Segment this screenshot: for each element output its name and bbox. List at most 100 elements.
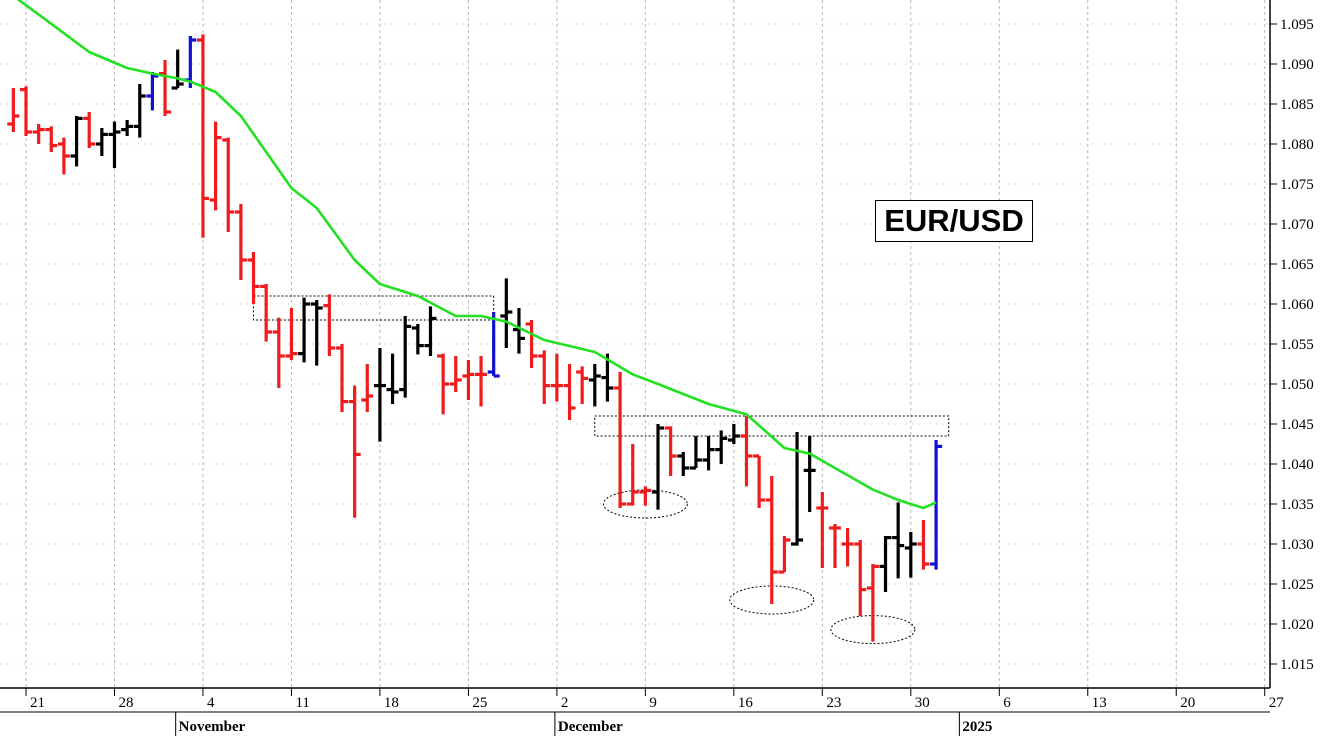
ohlc-bar [298, 297, 311, 363]
y-tick-label: 1.090 [1280, 57, 1314, 73]
y-tick-label: 1.060 [1280, 297, 1314, 313]
y-tick-label: 1.025 [1280, 577, 1314, 593]
ohlc-bar [930, 440, 943, 570]
y-tick-label: 1.040 [1280, 457, 1314, 473]
y-tick-label: 1.065 [1280, 257, 1314, 273]
x-tick-label: 9 [649, 695, 657, 711]
y-tick-label: 1.050 [1280, 377, 1314, 393]
ohlc-bar [348, 385, 361, 518]
chart-title-text: EUR/USD [884, 203, 1024, 238]
ohlc-bar [702, 436, 715, 471]
ohlc-bar [753, 454, 766, 508]
ohlc-bar [171, 49, 184, 90]
ohlc-bar [373, 348, 386, 442]
x-tick-label: 23 [826, 695, 841, 711]
ohlc-bar [272, 317, 285, 388]
ohlc-bar [917, 520, 930, 570]
ohlc-bar [512, 308, 525, 354]
ohlc-bar [209, 121, 222, 211]
ohlc-bar [285, 308, 298, 360]
grid-lines [0, 0, 1270, 688]
x-tick-label: 20 [1180, 695, 1195, 711]
ohlc-bar [854, 540, 867, 616]
ohlc-bar [146, 72, 159, 111]
y-tick-label: 1.095 [1280, 17, 1314, 33]
x-tick-label: 2 [561, 695, 569, 711]
x-tick-label: 21 [30, 695, 45, 711]
x-tick-label: 25 [472, 695, 487, 711]
ohlc-bar [7, 88, 20, 132]
ohlc-bar [196, 34, 209, 238]
y-tick-label: 1.030 [1280, 537, 1314, 553]
ohlc-bar [487, 312, 500, 378]
ohlc-bar [260, 284, 273, 342]
ohlc-bar [538, 350, 551, 404]
y-tick-label: 1.085 [1280, 97, 1314, 113]
ohlc-bar [677, 452, 690, 476]
ohlc-bar [866, 564, 879, 642]
x-tick-label: 18 [384, 695, 399, 711]
y-tick-label: 1.045 [1280, 417, 1314, 433]
ohlc-bar [601, 353, 614, 402]
ohlc-bar [740, 416, 753, 487]
ohlc-bar [411, 324, 424, 355]
ohlc-bar [95, 128, 108, 156]
y-tick-label: 1.075 [1280, 177, 1314, 193]
ohlc-bar [652, 424, 664, 510]
ohlc-bar [576, 366, 589, 404]
axes [0, 0, 1271, 713]
ohlc-bar [462, 360, 475, 400]
ohlc-bar [715, 430, 728, 464]
y-tick-label: 1.015 [1280, 657, 1314, 673]
ohlc-bar [45, 126, 58, 152]
month-label: November [179, 719, 246, 735]
y-tick-label: 1.080 [1280, 137, 1314, 153]
month-labels: November December 2025 [175, 712, 992, 736]
ohlc-bar [841, 528, 854, 567]
y-tick-label: 1.020 [1280, 617, 1314, 633]
resistance-boxes [253, 295, 950, 437]
ohlc-bar [399, 316, 412, 398]
x-tick-label: 16 [738, 695, 754, 711]
chart-title: EUR/USD [875, 200, 1033, 242]
ohlc-bar [424, 306, 437, 356]
price-bars [7, 34, 943, 642]
ohlc-bar [57, 137, 70, 175]
ohlc-bar [32, 124, 45, 144]
ohlc-bar [133, 84, 146, 138]
ohlc-bar [525, 320, 538, 368]
x-axis-ticks: 21 28 4 11 18 25 2 9 16 23 30 6 13 20 27 [25, 688, 1285, 711]
ohlc-bar [475, 356, 488, 407]
x-tick-label: 27 [1269, 695, 1285, 711]
low-ellipses [602, 489, 916, 645]
x-tick-label: 30 [915, 695, 930, 711]
x-tick-label: 11 [295, 695, 309, 711]
ohlc-bar [904, 532, 917, 578]
x-tick-label: 6 [1003, 695, 1011, 711]
ohlc-bar [159, 60, 172, 116]
resistance-box [253, 295, 495, 321]
ohlc-bar [83, 112, 96, 148]
ohlc-bar [247, 252, 260, 304]
ohlc-bar [108, 121, 121, 168]
ohlc-bar [664, 426, 677, 476]
ohlc-bar [449, 356, 462, 392]
month-label: 2025 [962, 719, 992, 735]
ohlc-bar [500, 278, 513, 348]
ohlc-bar [323, 294, 336, 356]
ohlc-bar [879, 535, 892, 592]
y-axis-ticks: 1.015 1.020 1.025 1.030 1.035 1.040 1.045 1.050… [1270, 17, 1314, 673]
ohlc-bar [588, 364, 601, 407]
ohlc-bar [550, 353, 563, 402]
ohlc-bar [121, 120, 134, 136]
resistance-box [594, 415, 950, 437]
ohlc-bar [234, 204, 247, 280]
ohlc-bar [778, 536, 791, 574]
y-tick-label: 1.070 [1280, 217, 1314, 233]
ohlc-bar [20, 86, 32, 136]
ohlc-bar [437, 353, 450, 415]
ohlc-bar [816, 492, 829, 568]
ohlc-bar [803, 436, 816, 512]
ohlc-bar [727, 424, 740, 444]
